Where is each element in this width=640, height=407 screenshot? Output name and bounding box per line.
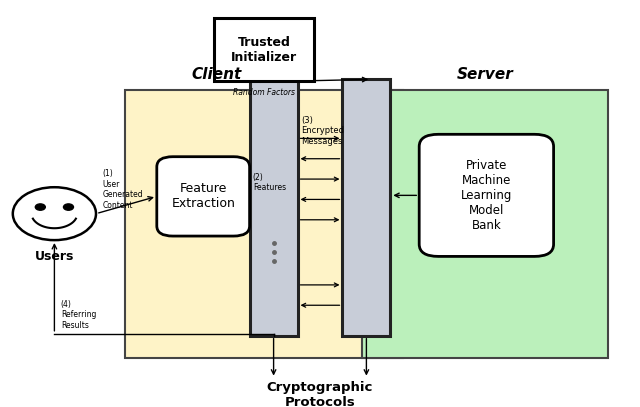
Text: Random Factors: Random Factors xyxy=(233,88,295,96)
Text: Client: Client xyxy=(191,67,242,82)
Circle shape xyxy=(63,204,74,210)
Circle shape xyxy=(35,204,45,210)
Circle shape xyxy=(13,187,96,240)
Text: Private
Machine
Learning
Model
Bank: Private Machine Learning Model Bank xyxy=(461,159,512,232)
Text: (2)
Features: (2) Features xyxy=(253,173,286,193)
Text: (3)
Encrypted
Messages: (3) Encrypted Messages xyxy=(301,116,344,146)
Text: Feature
Extraction: Feature Extraction xyxy=(172,182,235,210)
FancyBboxPatch shape xyxy=(214,18,314,81)
FancyBboxPatch shape xyxy=(125,90,403,358)
FancyBboxPatch shape xyxy=(362,90,608,358)
Text: Users: Users xyxy=(35,250,74,263)
FancyBboxPatch shape xyxy=(157,157,250,236)
FancyBboxPatch shape xyxy=(250,79,298,336)
FancyBboxPatch shape xyxy=(419,134,554,256)
Text: Trusted
Initializer: Trusted Initializer xyxy=(231,36,297,64)
Text: Cryptographic
Protocols: Cryptographic Protocols xyxy=(267,381,373,407)
FancyBboxPatch shape xyxy=(342,79,390,336)
Text: (1)
User
Generated
Content: (1) User Generated Content xyxy=(102,169,143,210)
Text: Server: Server xyxy=(456,67,513,82)
Text: (4)
Referring
Results: (4) Referring Results xyxy=(61,300,96,330)
